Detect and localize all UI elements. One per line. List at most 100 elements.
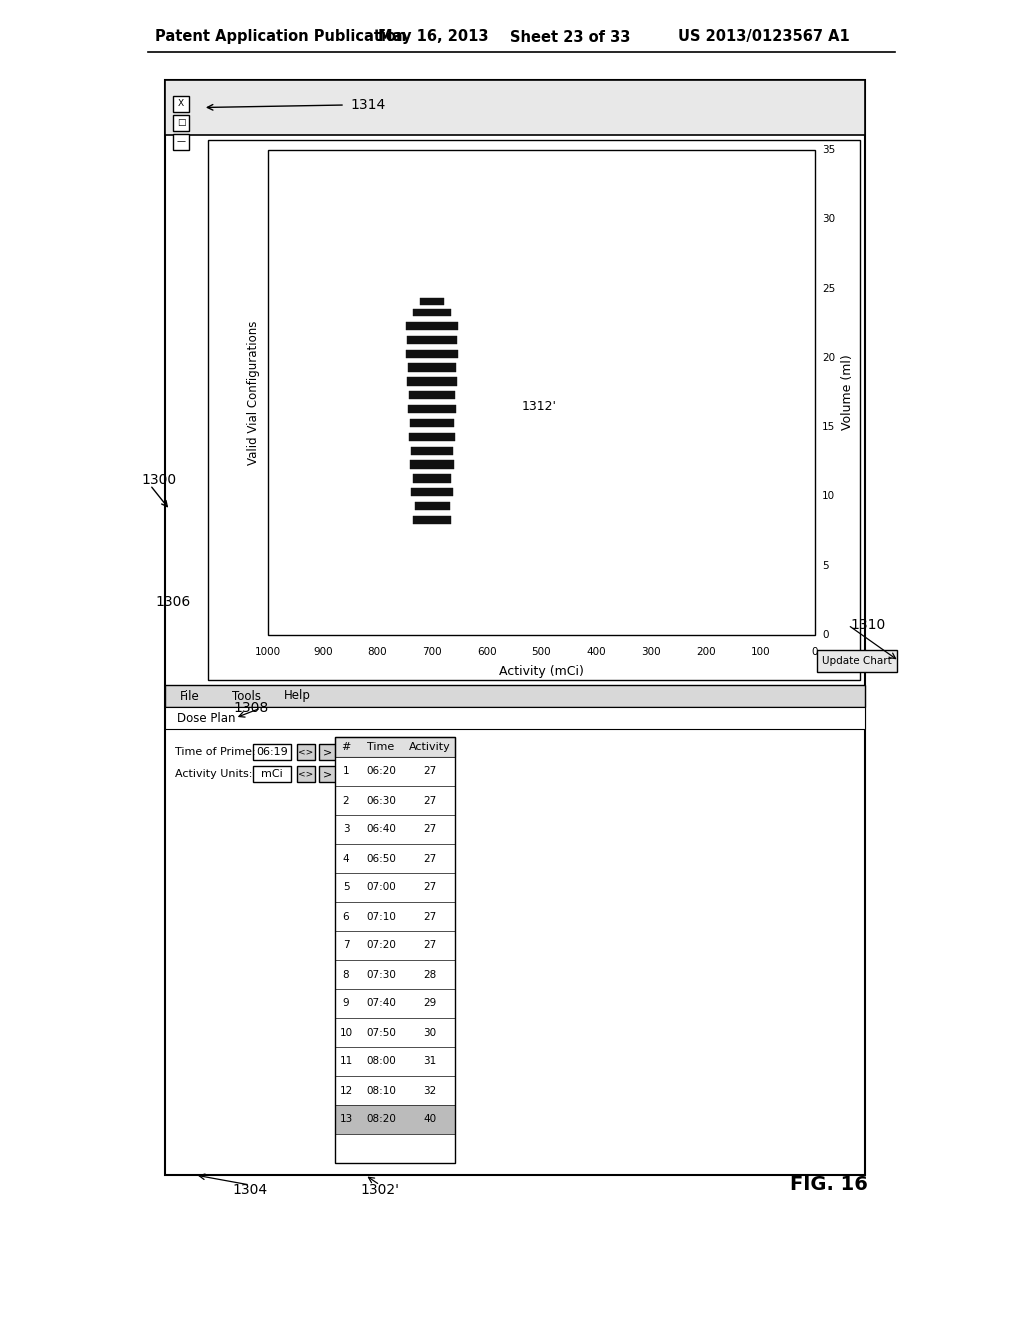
Text: 600: 600 — [477, 647, 497, 657]
Text: 07:50: 07:50 — [366, 1027, 396, 1038]
Text: 4: 4 — [343, 854, 349, 863]
Text: 07:30: 07:30 — [366, 969, 396, 979]
Bar — [817, 649, 897, 672]
Text: Tools: Tools — [232, 689, 261, 702]
Bar — [173, 96, 189, 112]
Text: 27: 27 — [423, 767, 436, 776]
Text: 15: 15 — [822, 422, 836, 432]
Text: 11: 11 — [339, 1056, 352, 1067]
Text: Activity: Activity — [410, 742, 451, 752]
Text: 900: 900 — [313, 647, 333, 657]
Text: 07:00: 07:00 — [367, 883, 396, 892]
Text: 20: 20 — [822, 352, 836, 363]
Bar — [411, 418, 454, 428]
Bar — [335, 902, 455, 931]
Text: 27: 27 — [423, 883, 436, 892]
Bar — [408, 405, 456, 413]
Text: FIG. 16: FIG. 16 — [790, 1176, 868, 1195]
Text: 200: 200 — [695, 647, 716, 657]
Text: 31: 31 — [423, 1056, 436, 1067]
Bar — [335, 785, 455, 814]
Bar — [173, 135, 189, 150]
Bar — [412, 488, 453, 496]
Bar — [406, 350, 459, 358]
Text: 27: 27 — [423, 940, 436, 950]
Text: 1310: 1310 — [850, 618, 886, 632]
Bar — [165, 685, 865, 708]
Text: 06:40: 06:40 — [366, 825, 396, 834]
Bar — [413, 474, 452, 483]
Text: Time: Time — [368, 742, 394, 752]
Text: Dose Plan: Dose Plan — [177, 711, 236, 725]
Text: 08:00: 08:00 — [367, 1056, 396, 1067]
Text: 6: 6 — [343, 912, 349, 921]
Bar — [173, 115, 189, 131]
Text: 27: 27 — [423, 854, 436, 863]
Bar — [165, 708, 865, 729]
Bar — [335, 843, 455, 873]
Bar — [335, 1047, 455, 1076]
Text: Update Chart: Update Chart — [822, 656, 892, 667]
Text: 27: 27 — [423, 912, 436, 921]
Text: May 16, 2013: May 16, 2013 — [378, 29, 488, 45]
Text: Help: Help — [284, 689, 311, 702]
Bar — [335, 1105, 455, 1134]
Text: Sheet 23 of 33: Sheet 23 of 33 — [510, 29, 631, 45]
Text: 35: 35 — [822, 145, 836, 154]
Text: 06:30: 06:30 — [366, 796, 396, 805]
Bar — [408, 363, 456, 372]
Bar — [407, 378, 458, 385]
Text: 1312': 1312' — [521, 400, 556, 413]
Text: 07:10: 07:10 — [366, 912, 396, 921]
Text: Volume (ml): Volume (ml) — [841, 355, 853, 430]
Bar — [412, 446, 453, 455]
Text: 1308: 1308 — [233, 701, 268, 715]
Bar — [335, 873, 455, 902]
Text: Activity (mCi): Activity (mCi) — [499, 665, 584, 678]
Text: Patent Application Publication: Patent Application Publication — [155, 29, 407, 45]
Text: 07:40: 07:40 — [366, 998, 396, 1008]
Bar — [410, 391, 455, 400]
Bar — [335, 960, 455, 989]
Text: 800: 800 — [368, 647, 387, 657]
Text: US 2013/0123567 A1: US 2013/0123567 A1 — [678, 29, 850, 45]
Bar — [335, 1018, 455, 1047]
Bar — [335, 1076, 455, 1105]
Bar — [413, 309, 452, 317]
Text: X: X — [178, 99, 184, 108]
Bar — [253, 744, 291, 760]
Text: 10: 10 — [339, 1027, 352, 1038]
Text: #: # — [341, 742, 350, 752]
Text: 1300: 1300 — [141, 473, 176, 487]
Bar — [335, 1134, 455, 1163]
Bar — [319, 744, 337, 760]
Text: 06:50: 06:50 — [366, 854, 396, 863]
Bar — [406, 322, 459, 330]
Text: 400: 400 — [587, 647, 606, 657]
Bar — [297, 744, 315, 760]
Text: 700: 700 — [422, 647, 442, 657]
Bar — [335, 737, 455, 1163]
Text: >: > — [324, 770, 333, 779]
Text: >: > — [324, 747, 333, 756]
Bar — [297, 766, 315, 781]
Text: 7: 7 — [343, 940, 349, 950]
Bar — [335, 931, 455, 960]
Bar — [410, 433, 455, 441]
Text: 12: 12 — [339, 1085, 352, 1096]
Text: 8: 8 — [343, 969, 349, 979]
Text: Activity Units:: Activity Units: — [175, 770, 252, 779]
Text: 25: 25 — [822, 284, 836, 293]
Bar — [319, 766, 337, 781]
Text: 27: 27 — [423, 825, 436, 834]
Bar — [335, 989, 455, 1018]
Bar — [413, 516, 452, 524]
Text: 06:20: 06:20 — [366, 767, 396, 776]
Text: 0: 0 — [812, 647, 818, 657]
Text: 100: 100 — [751, 647, 770, 657]
Text: 1000: 1000 — [255, 647, 281, 657]
Text: 30: 30 — [424, 1027, 436, 1038]
Bar — [335, 756, 455, 785]
Text: <>: <> — [298, 770, 313, 779]
Text: 08:10: 08:10 — [366, 1085, 396, 1096]
